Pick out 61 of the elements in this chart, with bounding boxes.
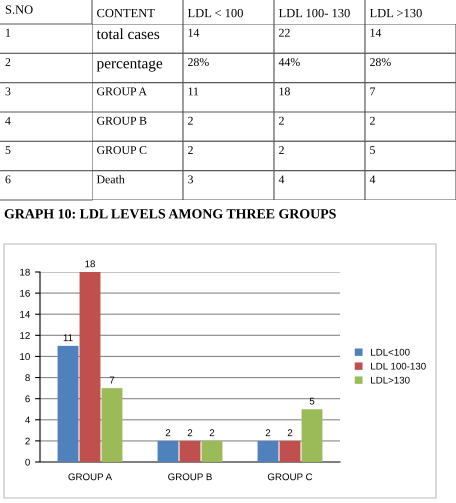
y-tick-label: 1	[6, 28, 10, 37]
y-tick-label: 2	[6, 58, 10, 66]
text: 44%	[278, 58, 300, 66]
y-tick-label: 4	[5, 116, 11, 125]
y-tick-label: 0	[25, 458, 30, 466]
x-tick-label: CONTENT	[97, 8, 155, 18]
y-axis-title: S.NO	[6, 5, 33, 14]
y-tick-label: 4	[25, 416, 30, 424]
x-tick-label: LDL < 100	[188, 8, 243, 18]
text: 2	[188, 116, 193, 125]
text: 3	[188, 175, 193, 184]
text: 14	[370, 28, 382, 37]
text: 4	[370, 175, 376, 184]
x-tick-label: GROUP A	[68, 473, 112, 480]
text: 14	[188, 28, 200, 37]
text: 28%	[370, 58, 391, 66]
y-tick-label: 18	[20, 268, 30, 276]
y-tick-label: 12	[20, 332, 30, 339]
data-label: 2	[188, 429, 192, 436]
y-tick-label: 14	[20, 311, 30, 318]
y-tick-label: 2	[25, 438, 30, 444]
data-label: 18	[85, 260, 95, 268]
y-tick-label: 6	[6, 175, 11, 184]
data-label: 2	[266, 429, 270, 436]
data-label: 11	[64, 334, 73, 342]
y-tick-label: 10	[20, 353, 30, 360]
text: 2	[370, 116, 375, 125]
text: 5	[370, 146, 375, 154]
y-tick-label: 6	[25, 395, 30, 402]
text: 7	[370, 88, 376, 96]
text: GROUP C	[97, 146, 146, 154]
data-label: 2	[210, 429, 214, 436]
data-label: 2	[288, 429, 292, 436]
legend-label: LDL>130	[371, 376, 410, 384]
x-tick-label: LDL 100- 130	[278, 8, 350, 18]
y-tick-label: 3	[6, 87, 10, 96]
text: 2	[188, 146, 193, 154]
x-tick-label: LDL >130	[370, 8, 422, 18]
text: 18	[280, 87, 290, 96]
y-tick-label: 16	[20, 290, 30, 297]
text: GROUP B	[97, 116, 146, 125]
text: 2	[279, 116, 284, 125]
text: 28%	[188, 58, 209, 66]
chart-title: GRAPH 10: LDL LEVELS AMONG THREE GROUPS	[4, 209, 336, 219]
y-tick-label: 8	[25, 374, 30, 382]
text: percentage	[96, 60, 162, 72]
data-label: 2	[166, 429, 170, 436]
text: 4	[278, 175, 284, 184]
text: GROUP A	[97, 87, 147, 96]
text: total cases	[96, 28, 160, 40]
text: 22	[279, 28, 290, 37]
legend-label: LDL 100-130	[371, 362, 426, 370]
legend-label: LDL<100	[371, 348, 410, 356]
data-label: 5	[310, 398, 314, 405]
x-tick-label: GROUP B	[168, 473, 212, 480]
x-tick-label: GROUP C	[268, 473, 312, 480]
text: 11	[188, 87, 198, 96]
data-label: 7	[110, 376, 114, 384]
text: Death	[96, 175, 125, 184]
text: 2	[279, 146, 284, 154]
y-tick-label: 5	[6, 146, 10, 154]
